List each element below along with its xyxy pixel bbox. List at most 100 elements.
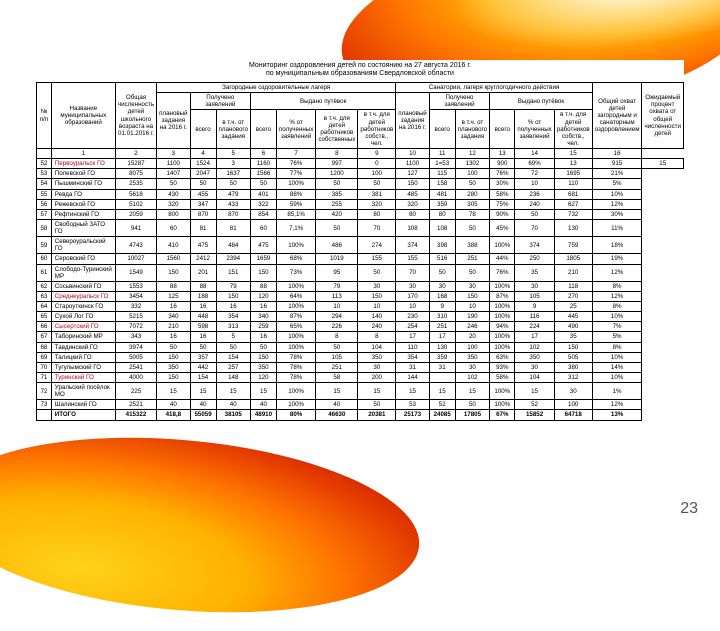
- cell: 67%: [490, 410, 515, 420]
- cell: 100: [455, 169, 489, 179]
- cell: 70: [358, 219, 396, 236]
- cell: 732: [554, 209, 592, 219]
- hdr-grp1a: Получено заявлений: [190, 93, 250, 110]
- cell: 5618: [115, 189, 156, 199]
- cell: 2059: [115, 209, 156, 219]
- cell: 310: [429, 312, 455, 322]
- cell: 251: [455, 254, 489, 264]
- cell: 12%: [592, 199, 642, 209]
- cell: 1=53: [429, 159, 455, 169]
- cell: 50: [455, 219, 489, 236]
- cell: 448: [190, 312, 216, 322]
- col-num: 16: [592, 149, 642, 159]
- cell: 168: [429, 291, 455, 301]
- cell: 18%: [592, 237, 642, 254]
- cell: 10027: [115, 254, 156, 264]
- cell: 70: [515, 219, 554, 236]
- cell: 30: [455, 362, 489, 372]
- cell: 50: [429, 264, 455, 281]
- cell: 78%: [276, 352, 315, 362]
- table-row: 56Режевской ГО510232034743332259%2553203…: [37, 199, 684, 209]
- cell: 15: [358, 383, 396, 400]
- table-row: 71Туринский ГО400015015414812078%5820014…: [37, 372, 684, 382]
- cell-name: Таборинский МР: [51, 332, 115, 342]
- cell: 100: [554, 400, 592, 410]
- cell: 505: [554, 352, 592, 362]
- cell: 150: [455, 291, 489, 301]
- cell: 155: [358, 254, 396, 264]
- cell-name: Ревда ГО: [51, 189, 115, 199]
- cell-name: Свободный ЗАТО ГО: [51, 219, 115, 236]
- cell: 40: [250, 400, 276, 410]
- cell: 40: [190, 400, 216, 410]
- cell: 1637: [216, 169, 250, 179]
- cell: 305: [455, 199, 489, 209]
- cell: 60: [37, 254, 52, 264]
- cell: 3: [216, 159, 250, 169]
- cell: 81: [216, 219, 250, 236]
- cell: 870: [190, 209, 216, 219]
- cell: 53: [396, 400, 429, 410]
- cell: 15: [429, 383, 455, 400]
- cell: 420: [316, 209, 358, 219]
- cell: 13: [554, 159, 592, 169]
- cell: 30: [429, 281, 455, 291]
- cell: 50: [316, 219, 358, 236]
- col-num: [37, 149, 52, 159]
- cell: 230: [396, 312, 429, 322]
- cell: 240: [358, 322, 396, 332]
- cell: 68: [37, 342, 52, 352]
- cell: 475: [250, 237, 276, 254]
- cell-name: Староуткинск ГО: [51, 302, 115, 312]
- cell: 5%: [592, 332, 642, 342]
- hdr-grp2: Санатории, лагеря круглогодичного действ…: [396, 83, 592, 93]
- cell: 1659: [250, 254, 276, 264]
- cell: 30%: [490, 179, 515, 189]
- cell: 2535: [115, 179, 156, 189]
- cell: 0: [358, 159, 396, 169]
- cell: 150: [396, 179, 429, 189]
- cell: 94%: [490, 322, 515, 332]
- cell: 941: [115, 219, 156, 236]
- col-num: 13: [490, 149, 515, 159]
- cell: 130: [554, 219, 592, 236]
- cell: 312: [554, 372, 592, 382]
- cell: 350: [358, 352, 396, 362]
- cell: 15: [396, 383, 429, 400]
- cell: 25173: [396, 410, 429, 420]
- cell: 322: [250, 199, 276, 209]
- cell: 54: [37, 179, 52, 189]
- cell: 350: [455, 352, 489, 362]
- cell: 1200: [316, 169, 358, 179]
- cell: 24085: [429, 410, 455, 420]
- cell: 72: [37, 383, 52, 400]
- cell: 2541: [115, 362, 156, 372]
- cell: 2047: [190, 169, 216, 179]
- hdr-plan2: плановый задания на 2016 г.: [396, 93, 429, 149]
- cell: 105: [316, 352, 358, 362]
- cell-name: Первоуральск ГО: [51, 159, 115, 169]
- cell: 17: [429, 332, 455, 342]
- cell: 35: [554, 332, 592, 342]
- cell: 5005: [115, 352, 156, 362]
- table-row: 73Шалинский ГО252140404040100%4050535250…: [37, 400, 684, 410]
- cell: 77%: [276, 169, 315, 179]
- cell: 210: [157, 322, 190, 332]
- hdr-all: всего: [190, 110, 216, 149]
- table-row: 65Сухой Лог ГО521534044835434087%2941402…: [37, 312, 684, 322]
- cell: 50: [316, 179, 358, 189]
- cell: 56: [37, 199, 52, 209]
- cell: 359: [429, 352, 455, 362]
- cell: 16: [250, 302, 276, 312]
- table-row: 53Полевской ГО8075140720471637156677%120…: [37, 169, 684, 179]
- col-num: 9: [358, 149, 396, 159]
- cell: 87%: [490, 291, 515, 301]
- cell: 78%: [276, 372, 315, 382]
- cell: 15: [190, 383, 216, 400]
- cell: 15: [316, 383, 358, 400]
- hdr-total: Общая численность детей школьного возрас…: [115, 83, 156, 149]
- cell: 800: [157, 209, 190, 219]
- col-num: 11: [429, 149, 455, 159]
- cell: 53: [37, 169, 52, 179]
- cell-name: Шалинский ГО: [51, 400, 115, 410]
